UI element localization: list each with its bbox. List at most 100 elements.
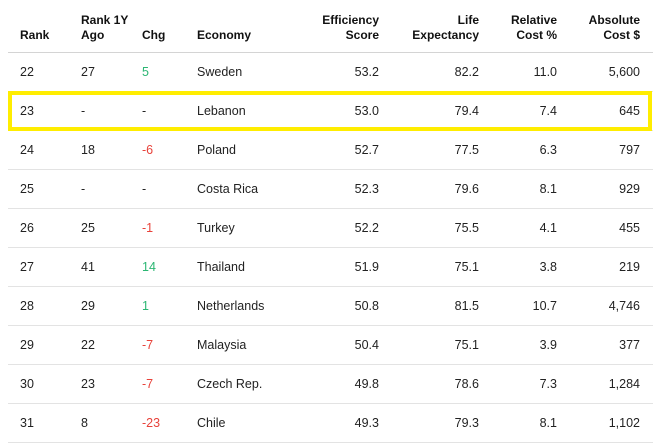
header-relative-cost: Relative Cost % <box>510 13 557 42</box>
cell-rank: 26 <box>20 221 34 235</box>
cell-rank: 24 <box>20 143 34 157</box>
cell-relative-cost: 6.3 <box>539 143 557 157</box>
cell-rank: 29 <box>20 338 34 352</box>
cell-rank: 25 <box>20 182 34 196</box>
cell-rank: 31 <box>20 416 34 430</box>
cell-chg: -1 <box>142 221 154 235</box>
cell-efficiency-score: 49.3 <box>354 416 379 430</box>
cell-relative-cost: 3.9 <box>539 338 557 352</box>
header-efficiency-score: Efficiency Score <box>322 13 379 42</box>
cell-absolute-cost: 219 <box>619 260 640 274</box>
cell-efficiency-score: 50.4 <box>354 338 379 352</box>
cell-absolute-cost: 929 <box>619 182 640 196</box>
cell-relative-cost: 10.7 <box>532 299 557 313</box>
table-header: Rank Rank 1Y Ago Chg Economy Efficiency … <box>8 0 653 53</box>
cell-chg: 5 <box>142 65 149 79</box>
cell-life-expectancy: 79.4 <box>454 104 479 118</box>
cell-absolute-cost: 1,284 <box>608 377 640 391</box>
cell-chg: -7 <box>142 377 154 391</box>
cell-efficiency-score: 52.3 <box>354 182 379 196</box>
cell-rank-1y-ago: 41 <box>81 260 95 274</box>
table-row: 29 22 -7 Malaysia 50.4 75.1 3.9 377 <box>8 326 653 365</box>
cell-rank-1y-ago: 8 <box>81 416 88 430</box>
cell-rank: 28 <box>20 299 34 313</box>
cell-absolute-cost: 1,102 <box>608 416 640 430</box>
cell-relative-cost: 7.3 <box>539 377 557 391</box>
cell-efficiency-score: 52.2 <box>354 221 379 235</box>
cell-economy: Czech Rep. <box>197 377 263 391</box>
cell-rank-1y-ago: 22 <box>81 338 95 352</box>
cell-economy: Poland <box>197 143 236 157</box>
cell-absolute-cost: 455 <box>619 221 640 235</box>
cell-rank: 27 <box>20 260 34 274</box>
cell-relative-cost: 11.0 <box>533 65 557 79</box>
cell-chg: -6 <box>142 143 154 157</box>
cell-life-expectancy: 79.3 <box>454 416 479 430</box>
header-rank-1y-ago: Rank 1Y Ago <box>81 13 129 42</box>
table-row: 28 29 1 Netherlands 50.8 81.5 10.7 4,746 <box>8 287 653 326</box>
cell-economy: Sweden <box>197 65 243 79</box>
table-row: 30 23 -7 Czech Rep. 49.8 78.6 7.3 1,284 <box>8 365 653 404</box>
cell-economy: Malaysia <box>197 338 247 352</box>
cell-economy: Chile <box>197 416 226 430</box>
cell-efficiency-score: 51.9 <box>354 260 379 274</box>
cell-relative-cost: 7.4 <box>539 104 557 118</box>
header-chg: Chg <box>142 28 166 42</box>
cell-economy: Thailand <box>197 260 245 274</box>
cell-efficiency-score: 50.8 <box>354 299 379 313</box>
cell-life-expectancy: 81.5 <box>454 299 479 313</box>
table-row: 24 18 -6 Poland 52.7 77.5 6.3 797 <box>8 131 653 170</box>
cell-life-expectancy: 75.1 <box>454 260 479 274</box>
cell-relative-cost: 8.1 <box>539 182 557 196</box>
cell-rank: 30 <box>20 377 34 391</box>
cell-absolute-cost: 377 <box>619 338 640 352</box>
cell-rank-1y-ago: 25 <box>81 221 95 235</box>
cell-rank-1y-ago: - <box>81 104 86 118</box>
cell-chg: 1 <box>142 299 149 313</box>
cell-efficiency-score: 53.2 <box>354 65 379 79</box>
cell-rank: 22 <box>20 65 34 79</box>
cell-efficiency-score: 53.0 <box>354 104 379 118</box>
header-rank: Rank <box>20 28 50 42</box>
data-table: Rank Rank 1Y Ago Chg Economy Efficiency … <box>8 0 653 443</box>
header-economy: Economy <box>197 28 252 42</box>
cell-life-expectancy: 82.2 <box>454 65 479 79</box>
cell-relative-cost: 8.1 <box>539 416 557 430</box>
cell-economy: Netherlands <box>197 299 265 313</box>
table-row: 26 25 -1 Turkey 52.2 75.5 4.1 455 <box>8 209 653 248</box>
cell-life-expectancy: 75.1 <box>454 338 479 352</box>
cell-absolute-cost: 5,600 <box>608 65 640 79</box>
cell-life-expectancy: 75.5 <box>454 221 479 235</box>
cell-absolute-cost: 4,746 <box>608 299 640 313</box>
cell-economy: Costa Rica <box>197 182 259 196</box>
cell-absolute-cost: 797 <box>619 143 640 157</box>
header-life-expectancy: Life Expectancy <box>412 13 479 42</box>
cell-efficiency-score: 49.8 <box>354 377 379 391</box>
cell-relative-cost: 4.1 <box>539 221 557 235</box>
cell-rank-1y-ago: 23 <box>81 377 95 391</box>
table-row: 27 41 14 Thailand 51.9 75.1 3.8 219 <box>8 248 653 287</box>
header-absolute-cost: Absolute Cost $ <box>588 13 640 42</box>
cell-rank-1y-ago: 29 <box>81 299 95 313</box>
cell-chg: 14 <box>142 260 156 274</box>
cell-life-expectancy: 79.6 <box>454 182 479 196</box>
table-row: 31 8 -23 Chile 49.3 79.3 8.1 1,102 <box>8 404 653 443</box>
cell-chg: -23 <box>142 416 161 430</box>
cell-relative-cost: 3.8 <box>539 260 557 274</box>
cell-rank-1y-ago: 18 <box>81 143 95 157</box>
cell-rank-1y-ago: 27 <box>81 65 95 79</box>
cell-life-expectancy: 77.5 <box>454 143 479 157</box>
cell-rank: 23 <box>20 104 34 118</box>
cell-life-expectancy: 78.6 <box>454 377 479 391</box>
cell-rank-1y-ago: - <box>81 182 86 196</box>
table-row: 22 27 5 Sweden 53.2 82.2 11.0 5,600 <box>8 53 653 92</box>
cell-absolute-cost: 645 <box>619 104 640 118</box>
cell-economy: Turkey <box>197 221 235 235</box>
cell-chg: -7 <box>142 338 154 352</box>
table-body: 22 27 5 Sweden 53.2 82.2 11.0 5,600 23 - - Lebanon 5… <box>8 53 653 443</box>
table-row: 23 - - Lebanon 53.0 79.4 7.4 645 <box>8 92 653 131</box>
table-row: 25 - - Costa Rica 52.3 79.6 8.1 929 <box>8 170 653 209</box>
cell-efficiency-score: 52.7 <box>354 143 379 157</box>
cell-economy: Lebanon <box>197 104 246 118</box>
cell-chg: - <box>142 104 147 118</box>
